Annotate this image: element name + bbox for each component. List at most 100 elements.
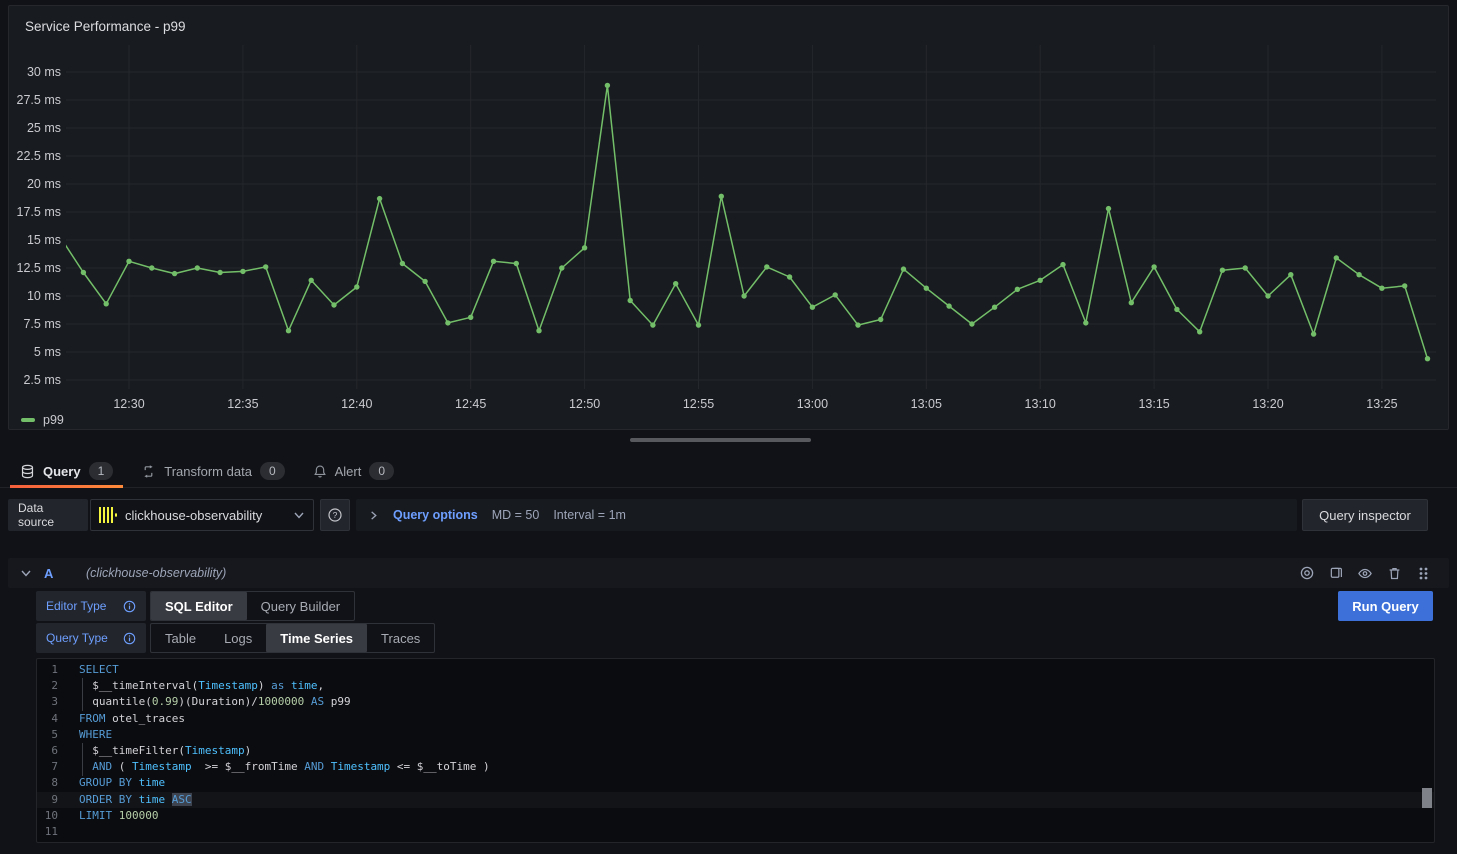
data-point xyxy=(1220,268,1225,273)
info-icon[interactable] xyxy=(123,600,136,613)
help-icon: ? xyxy=(327,507,343,523)
data-point xyxy=(1356,272,1361,277)
query-options-bar[interactable]: Query options MD = 50 Interval = 1m xyxy=(356,499,1297,531)
code-line: 7 AND ( Timestamp >= $__fromTime AND Tim… xyxy=(37,759,1434,775)
data-point xyxy=(628,298,633,303)
chart-plot-area[interactable] xyxy=(66,45,1436,389)
x-axis-label: 12:30 xyxy=(101,397,157,411)
collapse-chevron-icon[interactable] xyxy=(16,567,36,579)
tab-query[interactable]: Query1 xyxy=(10,455,123,488)
data-point xyxy=(263,264,268,269)
data-point xyxy=(1038,278,1043,283)
data-point xyxy=(1197,329,1202,334)
option-time-series[interactable]: Time Series xyxy=(266,624,367,652)
code-lines: 1SELECT2 $__timeInterval(Timestamp) as t… xyxy=(37,662,1434,840)
database-icon xyxy=(20,464,35,479)
data-point xyxy=(240,269,245,274)
duplicate-query-button[interactable] xyxy=(1328,565,1344,581)
x-axis-label: 12:35 xyxy=(215,397,271,411)
delete-query-button[interactable] xyxy=(1386,565,1402,581)
x-axis-label: 12:40 xyxy=(329,397,385,411)
query-options-link[interactable]: Query options xyxy=(393,508,478,522)
option-query-builder[interactable]: Query Builder xyxy=(247,592,354,620)
option-sql-editor[interactable]: SQL Editor xyxy=(151,592,247,620)
line-number: 1 xyxy=(37,662,58,678)
data-point xyxy=(992,305,997,310)
datasource-help-button[interactable]: ? xyxy=(320,499,350,531)
y-axis-label: 2.5 ms xyxy=(9,372,61,388)
query-type-options: TableLogsTime SeriesTraces xyxy=(150,623,435,653)
line-number: 6 xyxy=(37,743,58,759)
data-point xyxy=(719,194,724,199)
data-point xyxy=(855,322,860,327)
y-axis-label: 7.5 ms xyxy=(9,316,61,332)
data-point xyxy=(1060,262,1065,267)
code-line: 1SELECT xyxy=(37,662,1434,678)
panel-title[interactable]: Service Performance - p99 xyxy=(25,19,186,34)
overview-ruler-selection-mark xyxy=(1422,788,1432,808)
option-logs[interactable]: Logs xyxy=(210,624,266,652)
data-point xyxy=(559,265,564,270)
disable-query-button[interactable] xyxy=(1299,565,1315,581)
y-axis-label: 22.5 ms xyxy=(9,148,61,164)
data-point xyxy=(400,261,405,266)
timeseries-panel: Service Performance - p99 30 ms27.5 ms25… xyxy=(8,5,1449,430)
tab-label: Alert xyxy=(335,464,362,479)
tab-transform-data[interactable]: Transform data0 xyxy=(131,455,294,488)
code-line: 4FROM otel_traces xyxy=(37,711,1434,727)
x-axis-label: 12:50 xyxy=(557,397,613,411)
active-tab-underline xyxy=(10,485,123,488)
data-point xyxy=(1265,293,1270,298)
max-data-points-value: MD = 50 xyxy=(492,508,540,522)
data-point xyxy=(514,261,519,266)
data-point xyxy=(1015,287,1020,292)
chevron-right-icon xyxy=(368,510,379,521)
tab-alert[interactable]: Alert 0 xyxy=(303,455,404,488)
code-line: 10LIMIT 100000 xyxy=(37,808,1434,824)
code-line: 2 $__timeInterval(Timestamp) as time, xyxy=(37,678,1434,694)
drag-handle-icon[interactable] xyxy=(1415,565,1431,581)
data-point xyxy=(104,301,109,306)
tab-count-badge: 0 xyxy=(369,462,394,480)
data-point xyxy=(878,317,883,322)
legend[interactable]: p99 xyxy=(21,413,64,427)
editor-tab-bar: Query1Transform data0 Alert 0 xyxy=(0,455,1457,488)
data-point xyxy=(1288,272,1293,277)
bell-icon xyxy=(313,464,327,479)
datasource-select[interactable]: clickhouse-observability xyxy=(90,499,314,531)
run-query-button[interactable]: Run Query xyxy=(1338,591,1433,621)
query-inspector-button[interactable]: Query inspector xyxy=(1302,499,1428,531)
option-traces[interactable]: Traces xyxy=(367,624,434,652)
data-point xyxy=(946,303,951,308)
series-line-p99 xyxy=(66,85,1428,358)
datasource-value: clickhouse-observability xyxy=(125,508,285,523)
query-ref-id[interactable]: A xyxy=(44,566,64,581)
grafana-panel-edit-page: Service Performance - p99 30 ms27.5 ms25… xyxy=(0,0,1457,854)
data-point xyxy=(1083,320,1088,325)
legend-series-label: p99 xyxy=(43,413,64,427)
code-line: 8GROUP BY time xyxy=(37,775,1434,791)
data-point xyxy=(217,270,222,275)
code-line: 5WHERE xyxy=(37,727,1434,743)
transform-icon xyxy=(141,464,156,479)
data-point xyxy=(582,245,587,250)
horizontal-scrollbar-thumb[interactable] xyxy=(630,438,811,442)
data-point xyxy=(536,328,541,333)
code-text: $__timeFilter(Timestamp) xyxy=(79,743,251,759)
code-text: LIMIT 100000 xyxy=(79,808,159,824)
query-row-header[interactable]: A (clickhouse-observability) xyxy=(8,558,1449,588)
data-point xyxy=(172,271,177,276)
sql-code-editor[interactable]: 1SELECT2 $__timeInterval(Timestamp) as t… xyxy=(36,658,1435,843)
data-point xyxy=(491,259,496,264)
x-axis-label: 13:25 xyxy=(1354,397,1410,411)
y-axis-label: 15 ms xyxy=(9,232,61,248)
line-number: 11 xyxy=(37,824,58,840)
x-axis-label: 13:10 xyxy=(1012,397,1068,411)
clickhouse-logo-icon xyxy=(99,507,117,523)
info-icon[interactable] xyxy=(123,632,136,645)
data-point xyxy=(81,270,86,275)
option-table[interactable]: Table xyxy=(151,624,210,652)
data-point xyxy=(1425,356,1430,361)
query-row-actions xyxy=(1299,565,1431,581)
hide-response-button[interactable] xyxy=(1357,565,1373,581)
